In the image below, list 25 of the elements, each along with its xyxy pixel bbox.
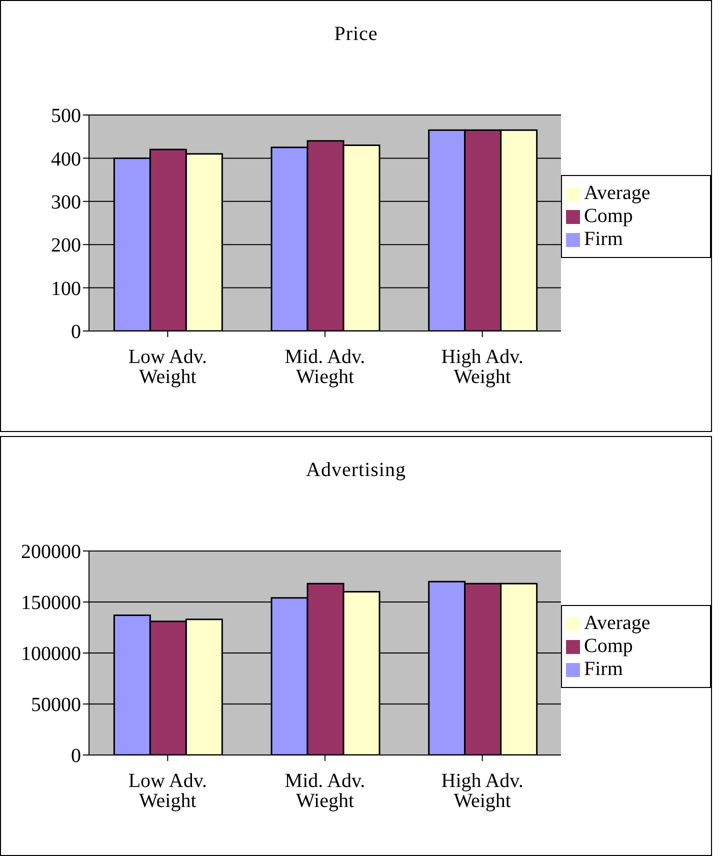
legend-label: Average bbox=[584, 182, 650, 204]
y-tick-label: 300 bbox=[51, 192, 81, 214]
x-tick-label: High Adv. Weight bbox=[441, 770, 524, 812]
chart-title: Advertising bbox=[305, 459, 407, 482]
legend-label: Average bbox=[584, 612, 650, 634]
x-tick-label: Mid. Adv. Wieght bbox=[284, 770, 366, 812]
chart-title: Price bbox=[333, 23, 379, 46]
y-tick-label: 0 bbox=[71, 745, 81, 768]
y-tick-label: 0 bbox=[71, 321, 81, 344]
x-tick-label: High Adv. Weight bbox=[441, 346, 524, 388]
y-tick-label: 400 bbox=[51, 148, 81, 170]
y-tick-label: 150000 bbox=[21, 592, 81, 614]
x-tick-label: Low Adv. Weight bbox=[128, 770, 208, 812]
legend-label: Firm bbox=[584, 228, 623, 250]
y-tick-label: 100 bbox=[51, 278, 81, 300]
legend-label: Comp bbox=[584, 634, 633, 656]
y-tick-label: 50000 bbox=[31, 694, 81, 716]
y-tick-label: 500 bbox=[51, 105, 81, 128]
legend-label: Firm bbox=[584, 658, 623, 680]
y-tick-label: 200 bbox=[51, 234, 81, 257]
y-tick-label: 200000 bbox=[21, 541, 81, 564]
y-tick-label: 100000 bbox=[21, 643, 81, 666]
x-tick-label: Mid. Adv. Wieght bbox=[284, 346, 366, 388]
x-tick-label: Low Adv. Weight bbox=[128, 346, 208, 388]
legend-label: Comp bbox=[584, 204, 633, 226]
